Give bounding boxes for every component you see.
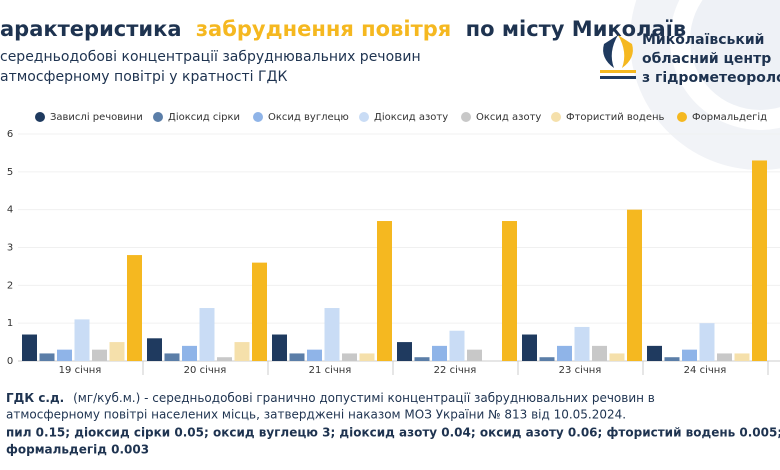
bar [752, 160, 767, 361]
bar [522, 334, 537, 361]
note-line: атмосферному повітрі населених місць, за… [6, 408, 626, 422]
y-tick-label: 2 [7, 280, 13, 291]
legend-label: Діоксид азоту [374, 111, 448, 123]
note-lead: ГДК с.д. [6, 391, 64, 405]
bar [164, 353, 180, 361]
x-tick-label: 19 січня [59, 364, 102, 376]
bar [147, 338, 162, 361]
legend-marker [677, 112, 687, 122]
note-line: формальдегід 0.003 [6, 443, 149, 457]
bar [432, 345, 447, 361]
bar [289, 353, 305, 361]
decor [690, 0, 780, 110]
bar [109, 342, 125, 361]
bar [74, 319, 90, 361]
bar [734, 353, 750, 361]
y-tick-label: 4 [7, 205, 13, 216]
bar [414, 357, 430, 361]
y-tick-label: 3 [7, 243, 13, 254]
logo-text: Миколаївський [642, 32, 765, 48]
y-tick-label: 6 [7, 129, 13, 140]
bar [92, 349, 107, 361]
x-tick-label: 22 січня [434, 364, 477, 376]
note: ГДК с.д. (мг/куб.м.) - середньодобові гр… [6, 391, 655, 405]
y-tick-label: 0 [7, 356, 13, 367]
bar [449, 330, 465, 361]
bar [307, 349, 322, 361]
title-part: по місту Миколаїв [466, 17, 687, 41]
bar [342, 353, 357, 361]
x-tick-label: 23 січня [559, 364, 602, 376]
bar [664, 357, 680, 361]
y-tick-label: 1 [7, 318, 13, 329]
bar [324, 308, 340, 361]
bar [717, 353, 732, 361]
legend-label: Завислі речовини [50, 111, 143, 123]
logo-text: обласний центр [642, 51, 771, 67]
legend-marker [153, 112, 163, 122]
bar [592, 345, 607, 361]
legend-marker [359, 112, 369, 122]
bar [557, 345, 572, 361]
bar [22, 334, 37, 361]
x-tick-label: 20 січня [184, 364, 227, 376]
legend-label: Формальдегід [692, 111, 767, 123]
bar [682, 349, 697, 361]
bar [397, 342, 412, 361]
subtitle: середньодобові концентрації забруднюваль… [0, 49, 421, 65]
legend-label: Фтористий водень [566, 112, 665, 123]
bar [502, 221, 517, 361]
title-part: арактеристика [0, 17, 182, 41]
bar [609, 353, 625, 361]
chart-title: арактеристика забруднення повітря по міс… [0, 17, 686, 41]
bar [467, 349, 482, 361]
subtitle: атмосферному повітрі у кратності ГДК [0, 69, 287, 85]
bar [127, 255, 142, 361]
legend-label: Оксид вуглецю [268, 112, 349, 123]
bar [217, 357, 232, 361]
legend-label: Діоксид сірки [168, 111, 240, 123]
bar [234, 342, 250, 361]
bar [182, 345, 197, 361]
bar [57, 349, 72, 361]
logo-text: з гідрометеороло [642, 70, 780, 86]
note-line: (мг/куб.м.) - середньодобові гранично до… [73, 391, 655, 405]
bar [539, 357, 555, 361]
bar [574, 326, 590, 361]
legend-marker [461, 112, 471, 122]
bar [39, 353, 55, 361]
legend-marker [35, 112, 45, 122]
note-line: пил 0.15; діоксид сірки 0.05; оксид вугл… [6, 426, 780, 440]
title-part: забруднення повітря [196, 17, 451, 41]
bar [199, 308, 215, 361]
legend-label: Оксид азоту [476, 112, 541, 123]
bar [359, 353, 375, 361]
logo-icon [600, 35, 636, 79]
x-tick-label: 21 січня [309, 364, 352, 376]
bar [272, 334, 287, 361]
bar [699, 323, 715, 361]
bar [647, 345, 662, 361]
bar [377, 221, 392, 361]
legend-marker [253, 112, 263, 122]
x-tick-label: 24 січня [684, 364, 727, 376]
y-tick-label: 5 [7, 167, 13, 178]
legend-marker [551, 112, 561, 122]
bar [252, 262, 267, 361]
bar [627, 209, 642, 361]
